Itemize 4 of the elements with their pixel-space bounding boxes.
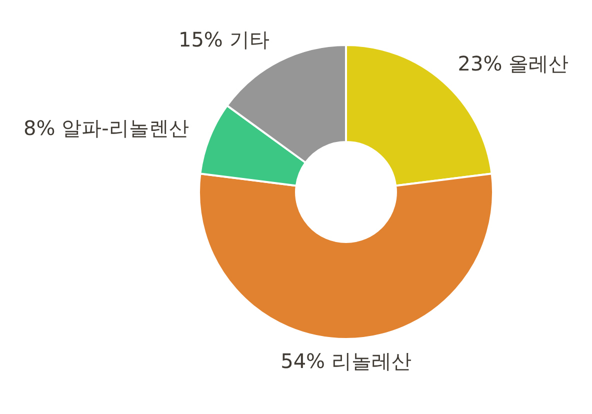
- slice-label: 8% 알파-리놀렌산: [24, 116, 189, 140]
- slice-label: 54% 리놀레산: [280, 349, 412, 374]
- slice-label: 23% 올레산: [458, 51, 569, 76]
- slice-label: 15% 기타: [178, 28, 270, 52]
